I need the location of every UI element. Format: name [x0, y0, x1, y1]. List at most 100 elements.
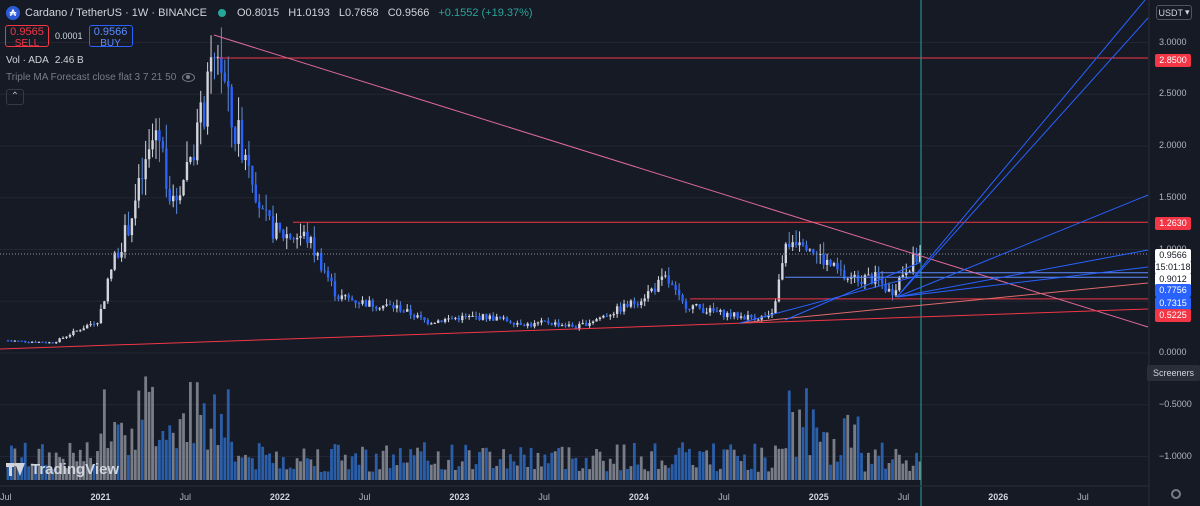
price-axis-tick: 1.0000 [1159, 244, 1187, 254]
candle-body [116, 252, 120, 258]
fan-line [896, 266, 1149, 298]
candle-body [474, 315, 478, 317]
candle-body [461, 315, 464, 321]
candle-body [808, 249, 812, 251]
buy-button[interactable]: 0.9566 BUY [88, 25, 133, 49]
tradingview-logo[interactable]: TradingView [6, 461, 119, 478]
candle-body [677, 289, 681, 296]
candle-body [529, 323, 533, 327]
volume-bar [818, 441, 822, 480]
time-axis-tick: 2021 [90, 492, 111, 502]
volume-bar [546, 463, 550, 480]
candle-body [633, 300, 636, 304]
collapse-legend-button[interactable]: ⌃ [6, 89, 24, 105]
candle-body [206, 71, 209, 127]
candle-body [447, 318, 450, 320]
volume-bar [839, 455, 843, 480]
candle-body [602, 315, 605, 318]
eye-hidden-icon[interactable] [182, 73, 196, 82]
volume-bar [512, 461, 516, 480]
symbol-title[interactable]: Cardano / TetherUS · 1W · BINANCE [25, 7, 207, 19]
candle-body [908, 271, 911, 273]
candle-body [509, 321, 512, 324]
candle-body [34, 341, 37, 343]
candle-body [244, 154, 247, 161]
volume-bar [515, 465, 519, 480]
sell-button[interactable]: 0.9565 SELL [5, 25, 49, 49]
indicator-legend[interactable]: Triple MA Forecast close flat 3 7 21 50 [6, 72, 196, 83]
volume-bar [522, 454, 526, 480]
volume-bar [237, 455, 240, 480]
candle-body [261, 208, 264, 210]
candle-body [784, 243, 787, 264]
volume-bar [254, 469, 258, 480]
tradingview-logo-icon [6, 462, 26, 477]
candle-body [313, 237, 316, 256]
volume-bar [904, 460, 908, 480]
volume-bar [247, 457, 251, 480]
volume-bar [240, 457, 244, 480]
volume-bar [688, 448, 691, 480]
volume-bar [529, 447, 533, 480]
candle-body [209, 57, 213, 72]
volume-bar [746, 469, 750, 480]
volume-bar [405, 462, 409, 480]
volume-bar [601, 460, 605, 480]
candle-body [6, 340, 10, 342]
volume-bar [863, 471, 867, 480]
volume-legend[interactable]: Vol · ADA 2.46 B [6, 55, 84, 66]
volume-bar [127, 455, 130, 480]
volume-bar [58, 457, 62, 480]
candle-body [271, 215, 275, 239]
candle-body [495, 316, 498, 321]
time-axis-tick: Jul [1077, 492, 1089, 502]
volume-bar [842, 418, 846, 480]
volume-bar [436, 451, 440, 480]
volume-bar [488, 451, 492, 480]
candle-body [774, 301, 777, 314]
currency-button[interactable]: USDT ▾ [1156, 5, 1192, 20]
time-axis-tick: Jul [0, 492, 12, 502]
volume-bar [96, 451, 99, 480]
volume-bar [120, 422, 123, 480]
volume-bar [743, 454, 746, 480]
candle-body [719, 309, 722, 312]
candle-body [237, 120, 240, 144]
volume-bar [681, 442, 684, 480]
volume-bar [763, 457, 767, 480]
volume-bar [219, 414, 223, 480]
candle-body [660, 276, 664, 280]
candle-body [819, 253, 822, 255]
candle-body [185, 161, 189, 180]
fan-line [896, 249, 1149, 298]
volume-bar [261, 446, 265, 480]
volume-bar [168, 425, 172, 480]
volume-bar [801, 427, 805, 480]
candle-body [196, 122, 199, 161]
volume-bar [811, 409, 815, 480]
candle-body [134, 200, 137, 219]
volume-bar [429, 464, 433, 480]
gear-icon[interactable] [1171, 489, 1181, 499]
candle-body [48, 342, 51, 344]
candle-body [547, 320, 550, 324]
candle-body [825, 259, 829, 265]
volume-bar [106, 448, 110, 480]
volume-bar [319, 471, 323, 480]
volume-bar [612, 463, 616, 480]
volume-bar [509, 454, 512, 480]
volume-bar [116, 424, 120, 480]
candle-body [726, 312, 729, 318]
candle-body [68, 335, 72, 337]
volume-bar [808, 455, 812, 480]
volume-bar [498, 459, 502, 480]
candle-body [247, 154, 251, 166]
volume-bar [719, 468, 722, 480]
candle-body [502, 317, 505, 319]
candle-body [598, 317, 602, 320]
screeners-button[interactable]: Screeners [1147, 365, 1200, 381]
price-axis-tick: −1.0000 [1159, 450, 1192, 461]
candle-body [388, 304, 392, 306]
volume-bar [192, 443, 196, 480]
